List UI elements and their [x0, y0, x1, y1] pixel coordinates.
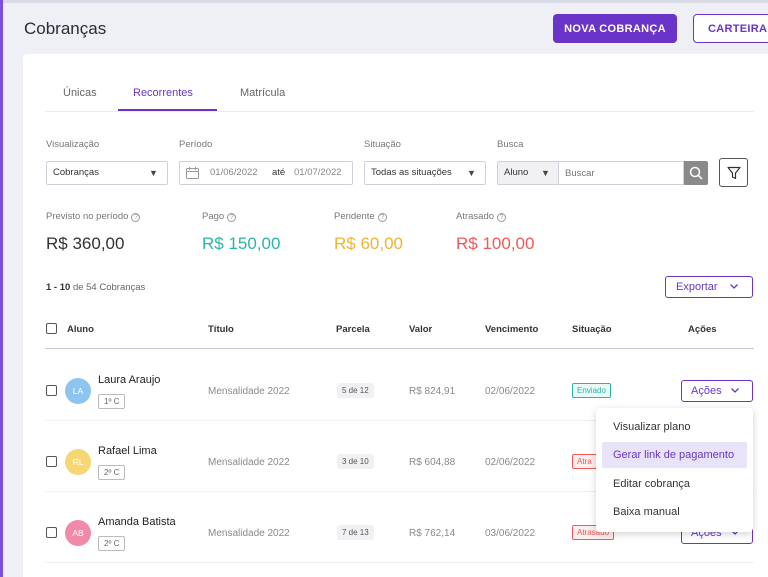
summary-pending-value: R$ 60,00	[334, 234, 403, 253]
installment-badge: 7 de 13	[337, 525, 374, 540]
info-icon: ?	[131, 213, 141, 222]
status-label: Situação	[364, 139, 401, 150]
calendar-icon	[186, 167, 199, 179]
status-badge: Atra	[572, 454, 597, 469]
summary-forecast-value: R$ 360,00	[46, 234, 125, 253]
active-tab-indicator	[118, 109, 217, 111]
search-button[interactable]	[684, 161, 708, 185]
column-header-parcela[interactable]: Parcela	[336, 324, 370, 335]
menu-item-view-plan[interactable]: Visualizar plano	[613, 421, 691, 433]
select-all-checkbox[interactable]	[46, 323, 57, 334]
page-title: Cobranças	[24, 19, 107, 38]
filter-icon	[727, 166, 741, 180]
avatar: AB	[65, 520, 91, 546]
row-checkbox[interactable]	[46, 456, 57, 467]
info-icon: ?	[497, 213, 507, 222]
info-icon: ?	[227, 213, 237, 222]
row-divider	[45, 562, 754, 563]
installment-badge: 3 de 10	[337, 454, 374, 469]
search-icon	[689, 166, 703, 180]
search-input[interactable]	[558, 161, 684, 185]
status-badge: Enviado	[572, 383, 611, 398]
export-button-label: Exportar	[676, 281, 718, 293]
avatar: RL	[65, 449, 91, 475]
summary-overdue-value: R$ 100,00	[456, 234, 535, 253]
wallet-button[interactable]: CARTEIRA	[693, 14, 768, 43]
status-select-value: Todas as situações	[371, 167, 452, 178]
export-button[interactable]: Exportar	[665, 276, 753, 298]
row-divider	[45, 420, 754, 421]
pagination-range: 1 - 10	[46, 282, 71, 293]
search-type-value: Aluno	[504, 167, 529, 178]
chevron-down-icon	[731, 388, 739, 393]
due-date-cell: 02/06/2022	[485, 386, 536, 397]
student-name: Rafael Lima	[98, 445, 157, 457]
view-label: Visualização	[46, 139, 100, 150]
row-checkbox[interactable]	[46, 385, 57, 396]
menu-item-manual-settlement[interactable]: Baixa manual	[613, 506, 680, 518]
left-accent-bar	[0, 0, 3, 577]
actions-dropdown-menu: Visualizar plano Gerar link de pagamento…	[596, 408, 753, 532]
title-cell: Mensalidade 2022	[208, 528, 290, 539]
tab-recorrentes[interactable]: Recorrentes	[133, 87, 193, 99]
period-label: Período	[179, 139, 213, 150]
column-header-acoes: Ações	[688, 324, 717, 335]
student-name: Laura Araujo	[98, 374, 161, 386]
period-separator: até	[272, 167, 286, 178]
filter-button[interactable]	[719, 158, 748, 187]
view-select[interactable]: Cobranças ▼	[46, 161, 168, 185]
avatar: LA	[65, 378, 91, 404]
installment-badge: 5 de 12	[337, 383, 374, 398]
period-range-field[interactable]: 01/06/2022 até 01/07/2022	[179, 161, 353, 185]
menu-item-edit-charge[interactable]: Editar cobrança	[613, 478, 691, 490]
value-cell: R$ 824,91	[409, 386, 456, 397]
summary-pending-label: Pendente?	[334, 211, 387, 222]
due-date-cell: 02/06/2022	[485, 457, 536, 468]
period-end-value: 01/07/2022	[294, 167, 342, 178]
summary-paid-label: Pago?	[202, 211, 237, 222]
column-header-vencimento[interactable]: Vencimento	[485, 324, 539, 335]
pagination-info: 1 - 10 de 54 Cobranças	[46, 282, 145, 293]
summary-forecast-label: Previsto no período?	[46, 211, 141, 222]
student-name: Amanda Batista	[98, 516, 176, 528]
column-header-titulo[interactable]: Título	[208, 324, 234, 335]
row-divider	[45, 491, 754, 492]
tabs-divider	[45, 111, 754, 112]
actions-button-label: Ações	[691, 385, 722, 397]
actions-button[interactable]: Ações	[681, 380, 753, 402]
value-cell: R$ 762,14	[409, 528, 456, 539]
class-tag: 1º C	[98, 394, 126, 409]
class-tag: 2º C	[98, 465, 126, 480]
row-checkbox[interactable]	[46, 527, 57, 538]
status-select[interactable]: Todas as situações ▼	[364, 161, 486, 185]
search-label: Busca	[497, 139, 524, 150]
search-type-select[interactable]: Aluno ▼	[497, 161, 559, 185]
pagination-text: de 54 Cobranças	[72, 282, 146, 293]
menu-item-generate-payment-link[interactable]: Gerar link de pagamento	[602, 442, 747, 468]
caret-down-icon: ▼	[149, 168, 158, 178]
tab-unicas[interactable]: Únicas	[63, 87, 97, 99]
summary-overdue-label: Atrasado?	[456, 211, 507, 222]
period-start-value: 01/06/2022	[210, 167, 258, 178]
info-icon: ?	[377, 213, 387, 222]
caret-down-icon: ▼	[541, 168, 550, 178]
title-cell: Mensalidade 2022	[208, 386, 290, 397]
table-header-divider	[45, 348, 754, 349]
class-tag: 2º C	[98, 536, 126, 551]
tab-matricula[interactable]: Matrícula	[240, 87, 286, 99]
summary-paid-value: R$ 150,00	[202, 234, 281, 253]
due-date-cell: 03/06/2022	[485, 528, 536, 539]
column-header-situacao[interactable]: Situação	[572, 324, 612, 335]
new-charge-button[interactable]: NOVA COBRANÇA	[553, 14, 677, 43]
view-select-value: Cobranças	[53, 167, 99, 178]
column-header-aluno[interactable]: Aluno	[67, 324, 94, 335]
caret-down-icon: ▼	[467, 168, 476, 178]
column-header-valor[interactable]: Valor	[409, 324, 433, 335]
title-cell: Mensalidade 2022	[208, 457, 290, 468]
top-border	[0, 0, 768, 3]
value-cell: R$ 604,88	[409, 457, 456, 468]
chevron-down-icon	[730, 284, 738, 289]
